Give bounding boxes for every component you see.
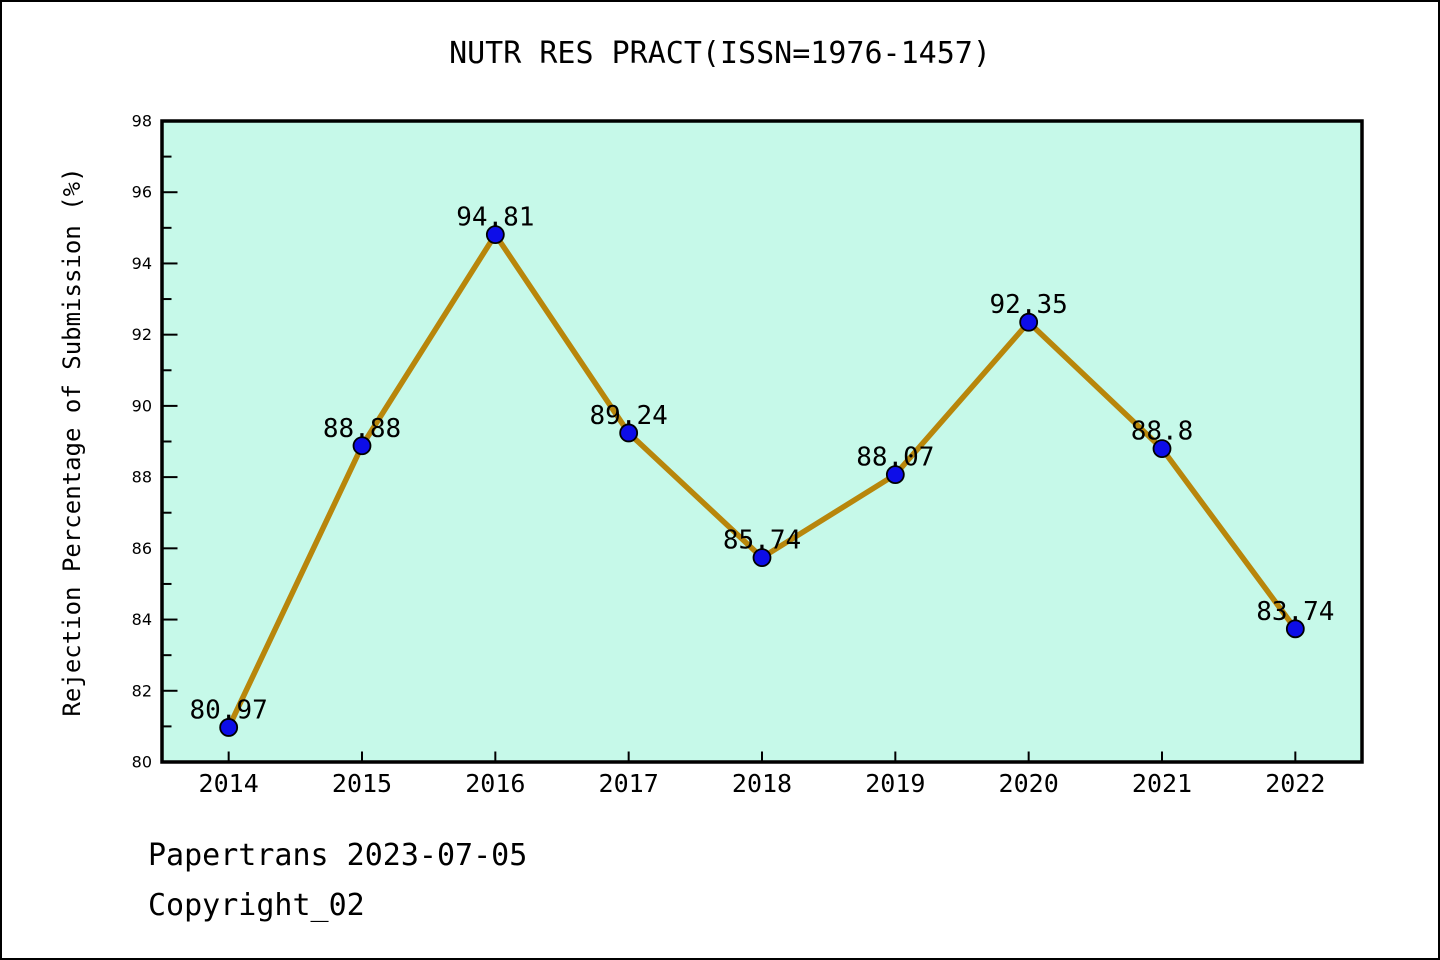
- x-tick-label: 2017: [599, 769, 659, 798]
- chart-title: NUTR RES PRACT(ISSN=1976-1457): [449, 36, 991, 71]
- y-tick-label: 84: [132, 610, 152, 629]
- data-point-label: 94.81: [456, 203, 534, 233]
- y-tick-label: 94: [132, 254, 152, 273]
- data-point-marker: [485, 225, 505, 244]
- x-tick-label: 2019: [865, 769, 925, 798]
- x-tick-label: 2021: [1132, 769, 1192, 798]
- data-point-label: 89.24: [590, 401, 668, 431]
- y-tick-label: 80: [132, 753, 152, 772]
- data-point-label: 88.8: [1131, 417, 1194, 447]
- y-tick-label: 96: [132, 183, 152, 202]
- y-tick-label: 88: [132, 468, 152, 487]
- tick-labels: 80 82 84 86 88 90 92 94 96 98 2014 2015 2016 2017 2018…: [132, 112, 1326, 799]
- data-point-marker: [1152, 439, 1172, 459]
- data-point-marker: [1019, 312, 1039, 332]
- data-point-label: 80.97: [190, 695, 268, 725]
- data-point-marker: [1285, 619, 1305, 639]
- data-point-label: 92.35: [990, 290, 1068, 320]
- data-series: 80.97 88.88 94.81 89.24 85.74 88.07 92.35 88.8 8…: [190, 203, 1334, 737]
- data-point-marker: [752, 548, 772, 567]
- data-point-marker: [619, 423, 639, 443]
- data-point-label: 88.88: [323, 414, 401, 444]
- data-point-marker: [352, 436, 372, 456]
- x-tick-label: 2014: [199, 769, 259, 798]
- y-tick-label: 92: [132, 325, 152, 344]
- y-tick-label: 90: [132, 396, 152, 415]
- footer-copyright: Copyright_02: [148, 888, 365, 923]
- data-point-marker: [219, 718, 239, 737]
- x-tick-label: 2016: [465, 769, 525, 798]
- data-point-label: 83.74: [1256, 597, 1334, 627]
- y-tick-label: 98: [132, 112, 152, 131]
- data-point-label: 88.07: [856, 443, 934, 473]
- data-point-marker: [885, 465, 905, 485]
- data-point-label: 85.74: [723, 526, 801, 556]
- x-tick-label: 2022: [1265, 769, 1325, 798]
- plot-frame: [160, 119, 1364, 764]
- x-tick-label: 2018: [732, 769, 792, 798]
- x-tick-label: 2020: [999, 769, 1059, 798]
- y-tick-label: 86: [132, 539, 152, 558]
- y-axis-label: Rejection Percentage of Submission (%): [58, 167, 86, 716]
- footer-papertrans-date: Papertrans 2023-07-05: [148, 838, 528, 873]
- x-tick-label: 2015: [332, 769, 392, 798]
- y-tick-label: 82: [132, 681, 152, 700]
